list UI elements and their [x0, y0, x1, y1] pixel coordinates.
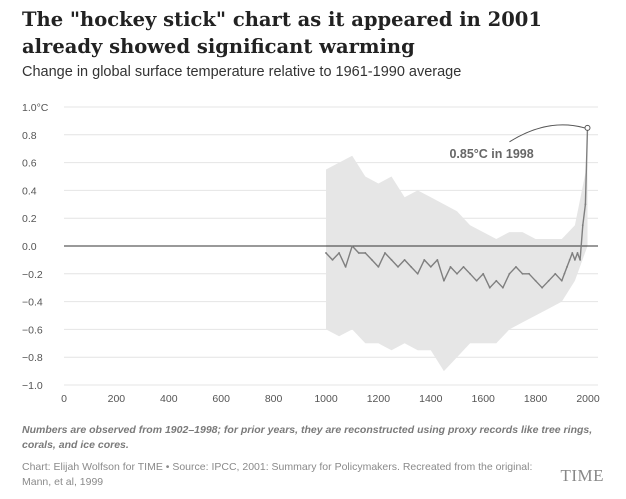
y-tick-label: 0.0	[22, 241, 37, 253]
x-tick-label: 1400	[419, 393, 443, 405]
temperature-point	[456, 272, 458, 275]
temperature-point	[571, 252, 574, 254]
temperature-point	[462, 265, 465, 268]
uncertainty-band-group	[326, 155, 588, 372]
temperature-point	[423, 259, 426, 261]
x-tick-label: 400	[160, 393, 178, 405]
temperature-point	[403, 259, 406, 261]
y-tick-label: −1.0	[22, 380, 43, 392]
temperature-point	[338, 252, 340, 254]
temperature-point	[584, 203, 587, 206]
y-tick-label: 0.8	[22, 130, 37, 142]
temperature-point	[495, 279, 498, 282]
annotation-marker	[584, 124, 591, 131]
x-tick-label: 2000	[576, 393, 600, 405]
temperature-point	[377, 265, 380, 268]
annotation-group: 0.85°C in 1998	[449, 124, 591, 161]
temperature-point	[521, 272, 524, 275]
temperature-point	[449, 265, 452, 268]
y-tick-label: 1.0°C	[22, 102, 49, 114]
y-tick-label: −0.6	[22, 324, 43, 336]
temperature-point	[325, 252, 327, 254]
temperature-point	[357, 252, 360, 254]
annotation-label: 0.85°C in 1998	[449, 147, 533, 161]
temperature-point	[384, 252, 386, 254]
temperature-point	[344, 265, 347, 268]
x-tick-label: 200	[108, 393, 126, 405]
temperature-point	[397, 265, 399, 268]
temperature-point	[482, 272, 485, 275]
y-tick-label: −0.2	[22, 269, 43, 281]
temperature-point	[475, 279, 478, 282]
x-tick-label: 1200	[367, 393, 391, 405]
temperature-point	[364, 252, 367, 254]
annotation-arrow	[509, 124, 585, 143]
y-tick-labels: −1.0 −0.8 −0.6 −0.4 −0.2 0.0 0.2 0.4 0.6 0.8 1.0°C	[22, 102, 49, 392]
temperature-point	[563, 272, 566, 275]
y-tick-label: 0.4	[22, 185, 37, 197]
temperature-point	[576, 252, 579, 254]
temperature-point	[554, 272, 557, 275]
temperature-point	[547, 279, 550, 282]
chart-plot: −1.0 −0.8 −0.6 −0.4 −0.2 0.0 0.2 0.4 0.6 0.8 1.0°C…	[22, 102, 600, 405]
y-tick-label: 0.2	[22, 213, 37, 225]
x-tick-label: 1800	[524, 393, 548, 405]
time-logo: TIME	[560, 466, 604, 485]
temperature-point	[579, 259, 582, 261]
temperature-point	[560, 279, 563, 282]
x-tick-label: 600	[212, 393, 230, 405]
temperature-point	[568, 259, 571, 261]
temperature-point	[501, 286, 504, 289]
y-tick-label: 0.6	[22, 158, 37, 170]
temperature-point	[351, 245, 354, 247]
temperature-point	[541, 286, 544, 289]
chart-subtitle: Change in global surface temperature rel…	[22, 64, 462, 80]
footnote: Numbers are observed from 1902–1998; for…	[22, 424, 593, 451]
temperature-point	[488, 286, 491, 289]
temperature-point	[469, 272, 471, 275]
temperature-point	[429, 265, 432, 268]
temperature-point	[436, 259, 439, 261]
x-tick-label: 800	[265, 393, 283, 405]
temperature-point	[566, 265, 568, 268]
temperature-line-group	[325, 126, 589, 289]
y-tick-label: −0.8	[22, 352, 43, 364]
temperature-point	[331, 259, 334, 261]
temperature-point	[508, 272, 511, 275]
temperature-point	[515, 265, 517, 268]
x-tick-label: 0	[61, 393, 67, 405]
uncertainty-band	[326, 155, 588, 372]
temperature-point	[574, 259, 576, 261]
temperature-point	[370, 259, 373, 261]
temperature-point	[581, 224, 584, 227]
temperature-point	[410, 265, 413, 268]
x-tick-label: 1600	[472, 393, 496, 405]
chart-title: The "hockey stick" chart as it appeared …	[22, 8, 542, 58]
temperature-point	[528, 272, 530, 275]
temperature-point	[534, 279, 537, 282]
temperature-point	[390, 259, 393, 261]
temperature-point	[443, 279, 445, 282]
x-tick-labels: 0 200 400 600 800 1000 1200 1400 1600 1800 2000	[61, 393, 600, 405]
temperature-point	[416, 272, 419, 275]
source-credit: Chart: Elijah Wolfson for TIME • Source:…	[22, 461, 533, 488]
y-tick-label: −0.4	[22, 297, 43, 309]
x-tick-label: 1000	[314, 393, 338, 405]
